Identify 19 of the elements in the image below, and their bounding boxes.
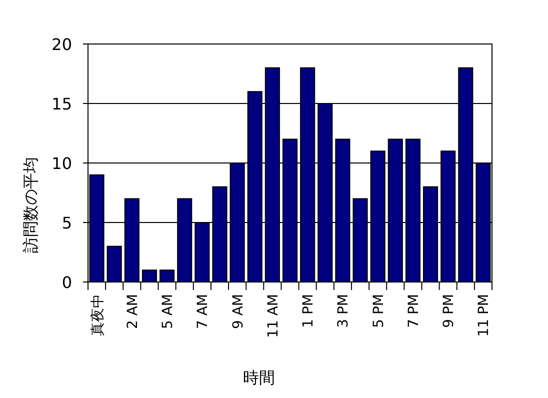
x-tick-label: 1 PM xyxy=(300,294,317,328)
x-tick-label: 5 PM xyxy=(370,294,387,328)
y-tick-label: 0 xyxy=(62,273,72,292)
y-axis-title: 訪問数の平均 xyxy=(21,157,40,253)
x-tick-label: 7 PM xyxy=(406,294,422,328)
y-tick-label: 15 xyxy=(52,94,72,114)
y-tick-label: 5 xyxy=(62,214,72,232)
x-axis-title: 時間 xyxy=(243,368,275,387)
y-tick-label: 10 xyxy=(52,154,72,173)
x-tick-label: 11 PM xyxy=(476,294,492,337)
x-tick-label: 9 PM xyxy=(441,294,458,328)
y-tick-label: 20 xyxy=(52,35,72,54)
x-tick-label: 真夜中 xyxy=(90,294,106,336)
x-tick-label: 11 AM xyxy=(265,294,282,338)
x-tick-label: 3 PM xyxy=(336,294,352,328)
x-tick-label: 7 AM xyxy=(195,294,212,330)
x-tick-label: 2 AM xyxy=(124,294,141,330)
x-tick-label: 5 AM xyxy=(160,294,176,330)
x-tick-label: 9 AM xyxy=(230,294,246,330)
